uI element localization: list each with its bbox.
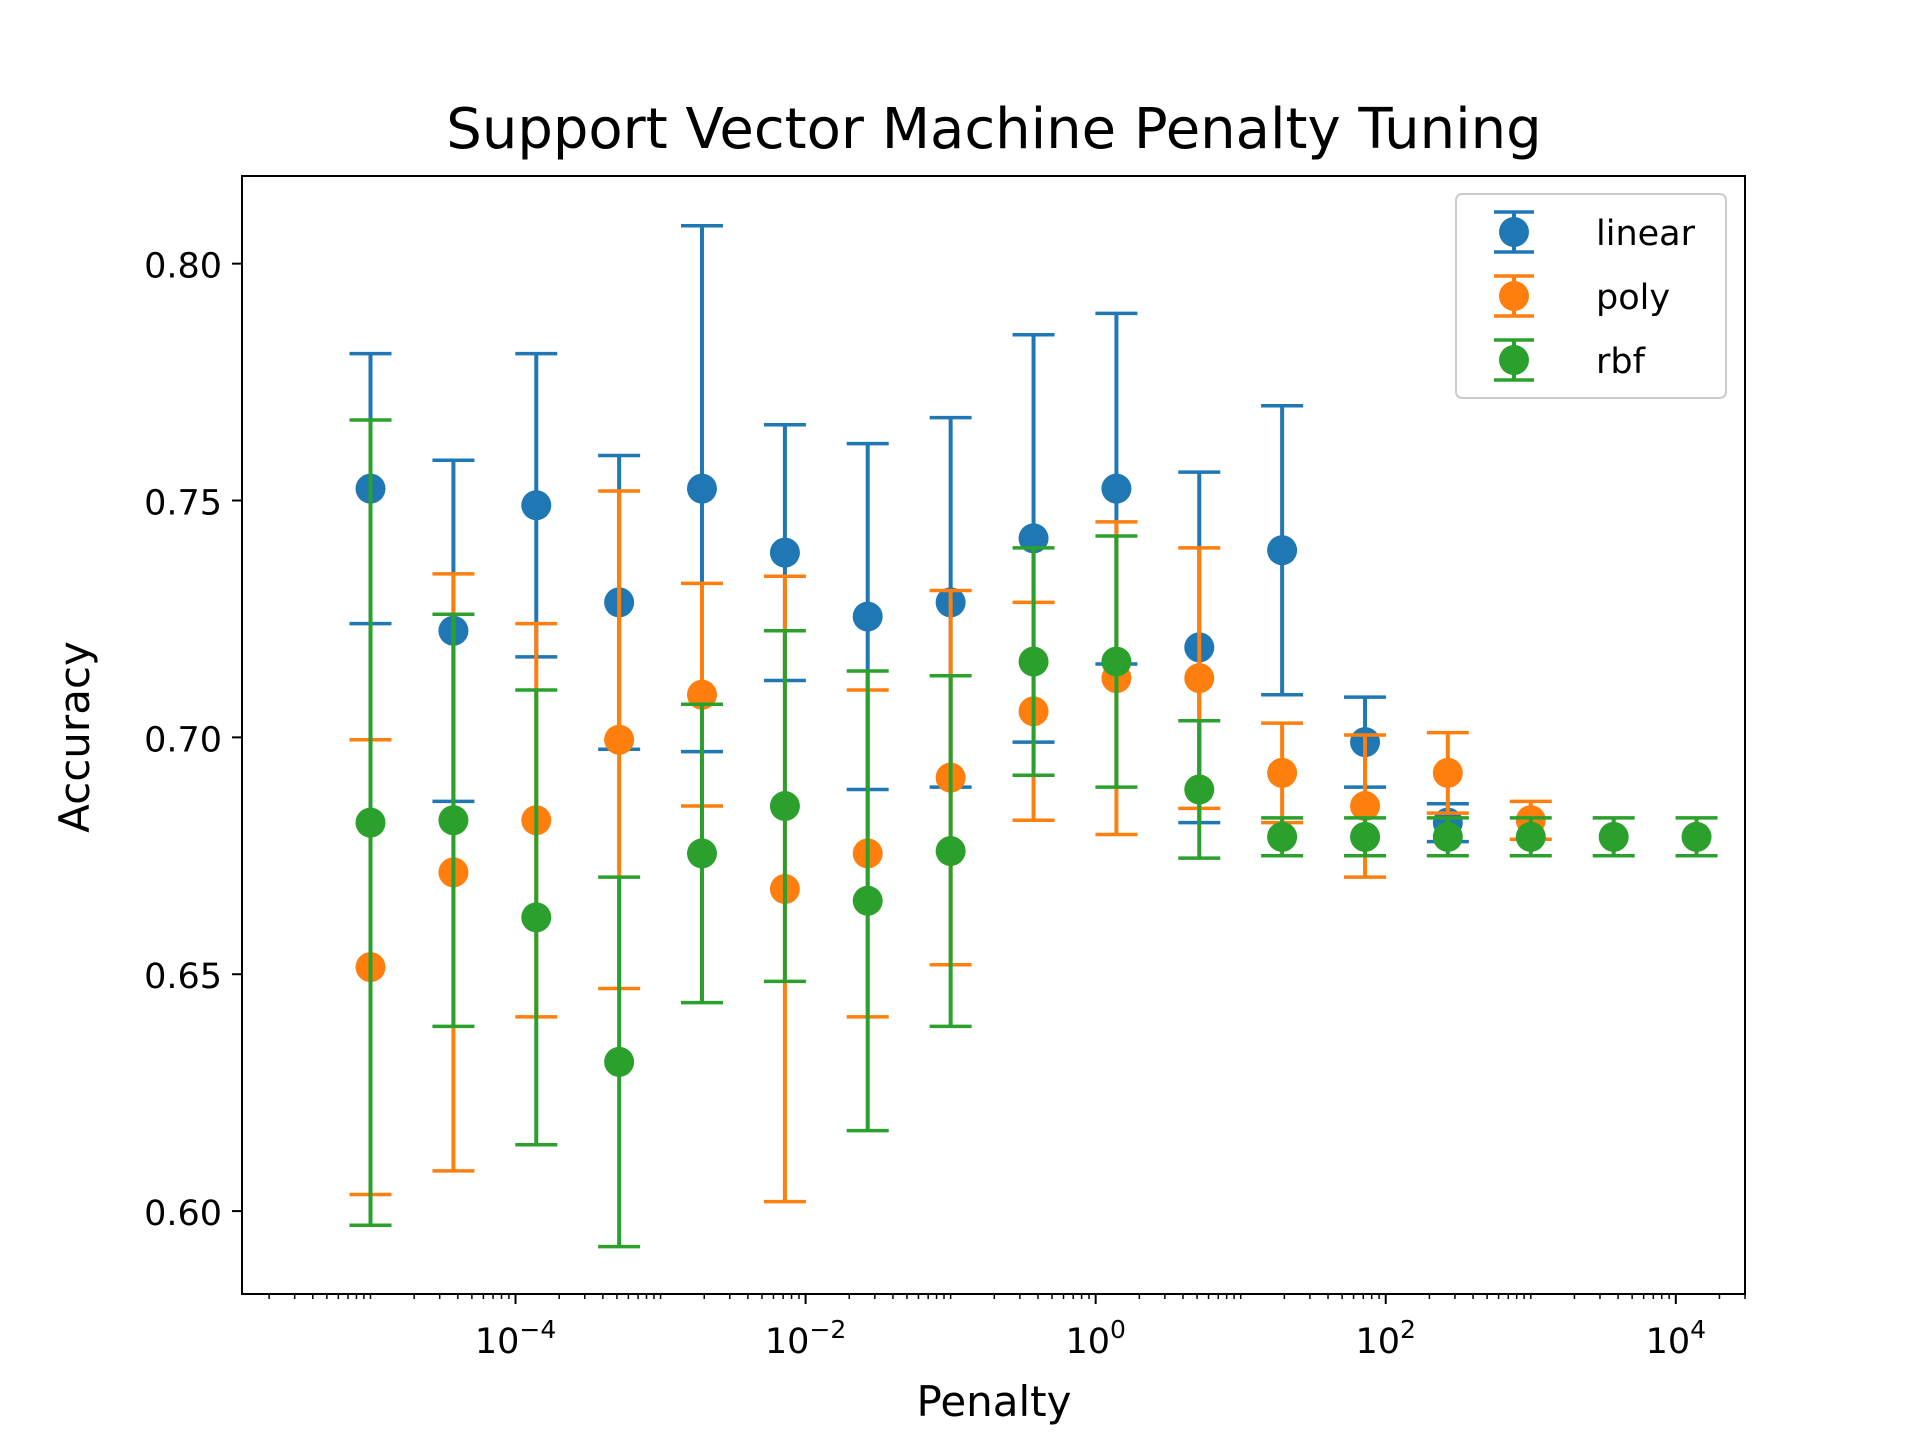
y-axis-label: Accuracy xyxy=(50,641,99,833)
data-point xyxy=(438,805,469,836)
x-tick-label: 104 xyxy=(1646,1315,1706,1362)
x-tick-label: 102 xyxy=(1356,1315,1416,1362)
data-point xyxy=(1184,663,1215,694)
data-point xyxy=(1184,774,1215,805)
data-point xyxy=(769,791,800,822)
data-point xyxy=(1515,821,1546,852)
x-axis-label: Penalty xyxy=(916,1377,1071,1426)
data-point xyxy=(1432,757,1463,788)
data-point xyxy=(852,885,883,916)
legend: linear poly rbf xyxy=(1455,193,1727,399)
data-point xyxy=(1681,821,1712,852)
data-point xyxy=(1267,535,1298,566)
data-point xyxy=(521,902,552,933)
data-point xyxy=(1101,646,1132,677)
data-point xyxy=(935,836,966,867)
data-point xyxy=(604,724,635,755)
data-point xyxy=(1350,821,1381,852)
legend-box xyxy=(1455,193,1727,399)
legend-marker xyxy=(1499,281,1529,311)
y-tick-label: 0.65 xyxy=(144,957,222,997)
data-point xyxy=(521,490,552,521)
legend-label-linear: linear xyxy=(1596,214,1696,254)
data-point xyxy=(604,1046,635,1077)
plot-frame xyxy=(241,175,1746,1295)
y-tick-label: 0.75 xyxy=(144,484,222,524)
data-point xyxy=(1267,821,1298,852)
data-point xyxy=(1598,821,1629,852)
legend-label-rbf: rbf xyxy=(1596,342,1646,382)
y-tick-label: 0.60 xyxy=(144,1194,222,1234)
data-point xyxy=(1018,523,1049,554)
data-point xyxy=(852,601,883,632)
legend-marker xyxy=(1499,345,1529,375)
axes: 0.60 0.65 0.70 0.75 0.80 10−4 10−2 100 102 104 xyxy=(144,175,1746,1362)
y-tick-label: 0.70 xyxy=(144,720,222,760)
data-point xyxy=(1432,821,1463,852)
y-tick-label: 0.80 xyxy=(144,247,222,287)
x-tick-label: 100 xyxy=(1065,1315,1125,1362)
data-point xyxy=(1350,791,1381,822)
data-point xyxy=(1267,757,1298,788)
x-tick-label: 10−4 xyxy=(475,1315,556,1362)
data-point xyxy=(1018,646,1049,677)
data-point xyxy=(1101,473,1132,504)
chart-title: Support Vector Machine Penalty Tuning xyxy=(446,97,1541,162)
legend-label-poly: poly xyxy=(1596,278,1670,318)
data-point xyxy=(686,473,717,504)
data-point xyxy=(686,838,717,869)
data-point xyxy=(686,679,717,710)
series-rbf xyxy=(349,418,1718,1249)
plot-area xyxy=(349,223,1718,1249)
x-tick-label: 10−2 xyxy=(765,1315,846,1362)
legend-marker xyxy=(1499,217,1529,247)
data-point xyxy=(769,537,800,568)
data-point xyxy=(355,807,386,838)
